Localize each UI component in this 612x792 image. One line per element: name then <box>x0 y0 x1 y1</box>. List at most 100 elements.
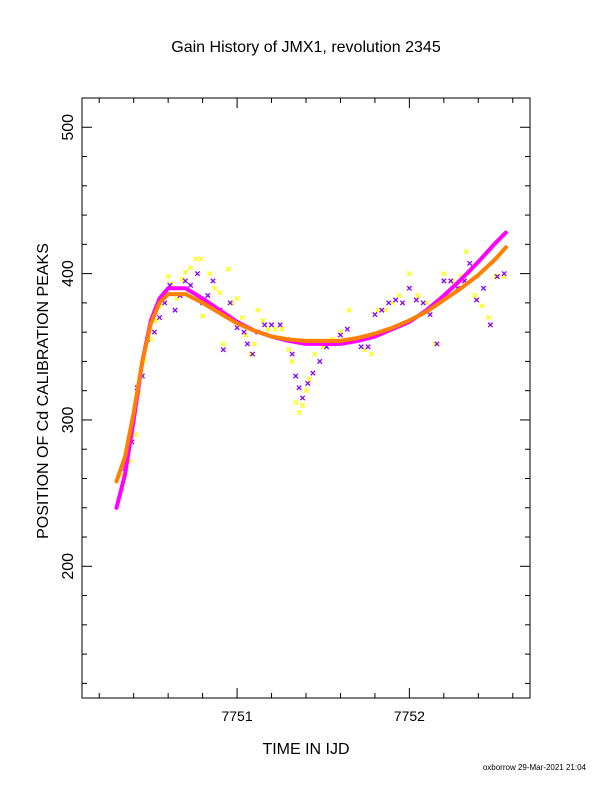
scatter-point <box>272 326 278 332</box>
x-axis-label: TIME IN IJD <box>262 741 349 758</box>
scatter-point <box>379 307 385 313</box>
scatter-point <box>305 380 311 387</box>
y-tick-label: 500 <box>60 114 77 141</box>
tick-labels: 200 300 400 500 7751 7752 <box>60 114 425 724</box>
scatter-point <box>501 270 507 277</box>
scatter-point <box>368 351 375 357</box>
scatter-point <box>193 256 199 262</box>
scatter-point <box>346 307 352 313</box>
scatter-point <box>132 431 139 438</box>
scatter-point <box>492 273 499 280</box>
scatter-point <box>485 314 492 321</box>
scatter-point <box>206 270 213 277</box>
scatter-point <box>317 358 323 365</box>
scatter-point <box>306 376 313 382</box>
scatter-point <box>441 278 447 284</box>
scatter-point <box>310 370 316 376</box>
scatter-point <box>448 278 454 284</box>
scatter-point <box>358 344 364 350</box>
scatter-point <box>386 300 392 306</box>
scatter-point <box>279 326 285 332</box>
plot-frame <box>81 97 531 699</box>
scatter-point <box>227 300 233 306</box>
scatter-point <box>268 322 275 328</box>
scatter-point <box>265 326 271 332</box>
scatter-point <box>198 256 204 262</box>
scatter-point <box>234 325 240 331</box>
scatter-point <box>396 292 402 299</box>
scatter-point <box>286 347 292 353</box>
scatter-point <box>225 266 232 272</box>
scatter-point <box>296 385 302 391</box>
scatter-point <box>187 265 194 271</box>
scatter-point <box>205 292 211 299</box>
scatter-point <box>467 260 473 267</box>
scatter-point <box>239 314 245 321</box>
scatter-point <box>406 270 413 277</box>
y-tick-label: 300 <box>60 407 77 434</box>
scatter-point <box>473 297 480 303</box>
scatter-point <box>277 322 283 328</box>
scatter-point <box>244 341 251 347</box>
scatter-point <box>296 409 302 416</box>
scatter-point <box>415 292 421 299</box>
scatter-point <box>427 311 433 318</box>
scatter-point <box>480 285 487 291</box>
chart-title: Gain History of JMX1, revolution 2345 <box>171 39 441 56</box>
fit-curve <box>114 230 508 510</box>
scatter-point <box>372 311 378 318</box>
y-tick-label: 200 <box>60 553 77 580</box>
scatter-point <box>479 303 485 309</box>
fit-curve <box>114 245 508 484</box>
scatter-point <box>249 351 256 357</box>
scatter-point <box>172 307 178 313</box>
scatter-point <box>261 322 268 328</box>
scatter-point <box>212 285 218 291</box>
scatter-point <box>220 347 226 353</box>
scatter-point <box>255 307 261 313</box>
scatter-point <box>365 344 371 350</box>
scatter-point <box>406 285 413 291</box>
scatter-point <box>151 329 158 335</box>
scatter-point <box>165 273 171 280</box>
y-axis-label: POSITION OF Cd CALIBRATION PEAKS <box>35 243 52 539</box>
scatter-point <box>299 402 306 408</box>
scatter-point <box>229 300 235 306</box>
scatter-point <box>413 297 419 303</box>
scatter-point <box>392 297 399 303</box>
scatter-point <box>251 341 257 347</box>
scatter-point <box>260 317 266 324</box>
scatter-point <box>289 358 295 365</box>
fit-curves <box>114 230 508 510</box>
x-tick-label: 7752 <box>394 708 425 724</box>
scatter-point <box>210 278 216 284</box>
scatter-point <box>241 329 247 335</box>
scatter-point <box>194 270 201 277</box>
scatter-point <box>182 269 189 275</box>
data-points <box>120 248 507 477</box>
scatter-point <box>234 295 240 302</box>
scatter-point <box>217 289 223 296</box>
scatter-point <box>472 292 478 299</box>
scatter-point <box>156 314 163 321</box>
scatter-point <box>299 395 306 401</box>
scatter-point <box>399 300 406 306</box>
scatter-point <box>449 278 456 284</box>
scatter-point <box>434 341 440 347</box>
scatter-point <box>344 326 351 332</box>
scatter-point <box>179 276 185 283</box>
scatter-point <box>182 278 189 284</box>
scatter-point <box>432 341 438 347</box>
scatter-point <box>187 282 194 288</box>
scatter-point <box>243 332 249 338</box>
footer-stamp: oxborrow 29-Mar-2021 21:04 <box>483 763 587 772</box>
scatter-point <box>199 313 206 319</box>
scatter-point <box>289 351 295 357</box>
y-tick-label: 400 <box>60 260 77 287</box>
scatter-point <box>420 300 426 306</box>
scatter-point <box>463 248 469 255</box>
x-tick-label: 7751 <box>221 708 252 724</box>
scatter-point <box>293 399 299 406</box>
scatter-point <box>220 341 226 347</box>
